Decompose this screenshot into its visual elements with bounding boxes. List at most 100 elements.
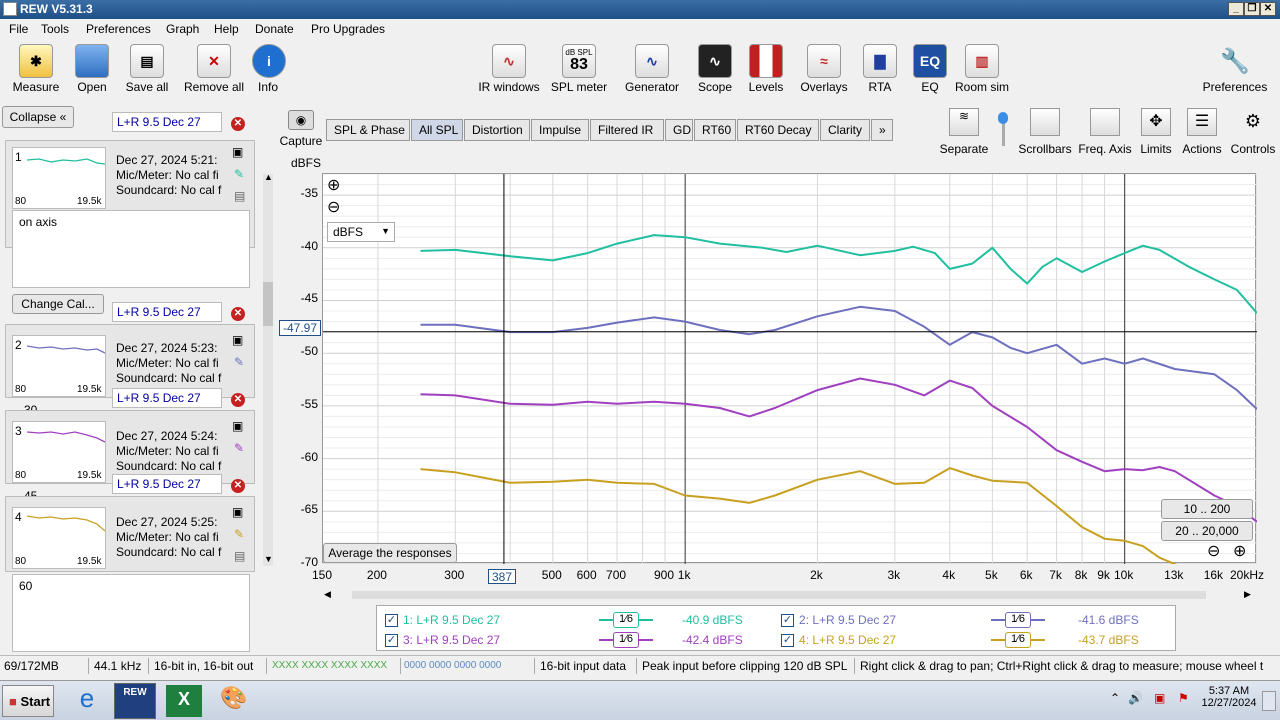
pen-icon[interactable]: ✎ <box>234 527 245 541</box>
x-zoom-in-icon[interactable]: ⊕ <box>1233 543 1247 560</box>
remove-measurement-1-button[interactable]: ✕ <box>231 117 245 131</box>
scroll-down-arrow-icon[interactable]: ▼ <box>264 554 273 564</box>
save-measurement-icon[interactable]: ▣ <box>232 505 244 519</box>
menu-pro-upgrades[interactable]: Pro Upgrades <box>311 22 386 36</box>
remove-measurement-3-button[interactable]: ✕ <box>231 393 245 407</box>
measurement-4-card[interactable]: 4 80 19.5k Dec 27, 2024 5:25: Mic/Meter:… <box>5 496 255 572</box>
panel-scrollbar[interactable] <box>263 174 273 566</box>
freq-axis-button[interactable]: Freq. Axis <box>1076 108 1134 156</box>
change-cal-button[interactable]: Change Cal... <box>12 294 104 314</box>
measurement-1-name[interactable]: L+R 9.5 Dec 27 <box>112 112 222 132</box>
legend-2-smoothing[interactable]: 1⁄6 <box>991 612 1045 628</box>
action-center-icon[interactable]: ⚑ <box>1178 691 1189 705</box>
show-desktop-button[interactable] <box>1262 691 1276 711</box>
room-sim-button[interactable]: ▥ Room sim <box>954 44 1010 94</box>
range-20-20000-button[interactable]: 20 .. 20,000 <box>1161 521 1253 541</box>
save-measurement-icon[interactable]: ▣ <box>232 419 244 433</box>
spl-plot[interactable] <box>323 173 1258 587</box>
panel-scrollbar-thumb[interactable] <box>263 282 273 326</box>
average-responses-button[interactable]: Average the responses <box>323 543 457 563</box>
measurement-2-name[interactable]: L+R 9.5 Dec 27 <box>112 302 222 322</box>
separate-button[interactable]: ≋ Separate <box>939 108 989 156</box>
pen-icon[interactable]: ✎ <box>234 355 245 369</box>
menu-donate[interactable]: Donate <box>255 22 294 36</box>
measurement-3-card[interactable]: 3 80 19.5k Dec 27, 2024 5:24: Mic/Meter:… <box>5 410 255 503</box>
remove-all-button[interactable]: ✕ Remove all <box>182 44 246 94</box>
restore-button[interactable]: ❐ <box>1244 2 1260 16</box>
levels-button[interactable]: Levels <box>746 44 786 94</box>
tray-clock[interactable]: 5:37 AM 12/27/2024 <box>1201 685 1257 709</box>
paint-icon[interactable]: 🎨 <box>220 685 248 710</box>
scope-button[interactable]: ∿ Scope <box>696 44 734 94</box>
rew-icon[interactable]: REW <box>114 683 156 719</box>
tab-distortion[interactable]: Distortion <box>464 119 530 141</box>
excel-icon[interactable]: X <box>166 685 202 717</box>
controls-button[interactable]: ⚙ Controls <box>1228 108 1278 156</box>
save-measurement-icon[interactable]: ▣ <box>232 145 244 159</box>
zoom-in-icon[interactable]: ⊕ <box>327 177 341 194</box>
tab-gd[interactable]: GD <box>665 119 693 141</box>
menu-file[interactable]: File <box>9 22 29 36</box>
capture-button[interactable]: ◉ Capture <box>279 110 323 148</box>
menu-tools[interactable]: Tools <box>41 22 70 36</box>
measurement-1-notes[interactable]: on axis <box>12 210 250 288</box>
pen-icon[interactable]: ✎ <box>234 167 245 181</box>
separate-slider[interactable] <box>998 112 1008 148</box>
menu-graph[interactable]: Graph <box>166 22 200 36</box>
close-button[interactable]: ✕ <box>1260 2 1276 16</box>
zoom-out-icon[interactable]: ⊖ <box>327 199 341 216</box>
ie-icon[interactable]: e <box>79 683 95 713</box>
open-button[interactable]: Open <box>72 44 112 94</box>
info-button[interactable]: i Info <box>252 44 286 94</box>
graph-scrollbar[interactable]: ◀ ▶ <box>322 588 1256 602</box>
ir-windows-button[interactable]: ∿ IR windows <box>476 44 542 94</box>
scroll-right-arrow-icon[interactable]: ▶ <box>1244 589 1251 599</box>
speaker-icon[interactable]: 🔊 <box>1128 691 1143 705</box>
pen-icon[interactable]: ✎ <box>234 441 245 455</box>
tab-rt60-decay[interactable]: RT60 Decay <box>737 119 819 141</box>
menu-help[interactable]: Help <box>214 22 239 36</box>
actions-button[interactable]: ☰ Actions <box>1180 108 1224 156</box>
remove-measurement-4-button[interactable]: ✕ <box>231 479 245 493</box>
legend-4-smoothing[interactable]: 1⁄6 <box>991 632 1045 648</box>
limits-button[interactable]: ✥ Limits <box>1138 108 1174 156</box>
separate-slider-thumb[interactable] <box>998 112 1008 124</box>
network-icon[interactable]: ▣ <box>1154 691 1166 705</box>
tab-rt60[interactable]: RT60 <box>694 119 736 141</box>
save-measurement-icon[interactable]: ▣ <box>232 333 244 347</box>
measurement-4-notes[interactable]: 60 <box>12 574 250 652</box>
overlays-button[interactable]: ≈ Overlays <box>800 44 848 94</box>
tab-spl-phase[interactable]: SPL & Phase <box>326 119 410 141</box>
range-10-200-button[interactable]: 10 .. 200 <box>1161 499 1253 519</box>
notes-icon[interactable]: ▤ <box>234 189 246 203</box>
start-button[interactable]: ■ Start <box>2 685 54 717</box>
unit-select[interactable]: dBFS ▼ <box>327 222 395 242</box>
measurement-4-name[interactable]: L+R 9.5 Dec 27 <box>112 474 222 494</box>
tab-impulse[interactable]: Impulse <box>531 119 589 141</box>
graph-scrollbar-thumb[interactable] <box>352 591 1206 599</box>
preferences-button[interactable]: 🔧 Preferences <box>1200 44 1270 95</box>
tab-more[interactable]: » <box>871 119 893 141</box>
tab-filtered-ir[interactable]: Filtered IR <box>590 119 664 141</box>
legend-3-smoothing[interactable]: 1⁄6 <box>599 632 653 648</box>
spl-meter-button[interactable]: dB SPL 83 SPL meter <box>548 44 610 94</box>
legend-4-checkbox[interactable]: ✓ <box>781 634 794 647</box>
legend-2-checkbox[interactable]: ✓ <box>781 614 794 627</box>
rta-button[interactable]: ▇ RTA <box>862 44 898 94</box>
collapse-button[interactable]: Collapse « <box>2 106 74 128</box>
tab-all-spl[interactable]: All SPL <box>411 119 463 141</box>
scrollbars-button[interactable]: Scrollbars <box>1018 108 1072 156</box>
generator-button[interactable]: ∿ Generator <box>622 44 682 94</box>
notes-icon[interactable]: ▤ <box>234 549 246 563</box>
eq-button[interactable]: EQ EQ <box>912 44 948 94</box>
x-zoom-out-icon[interactable]: ⊖ <box>1207 543 1221 560</box>
measure-button[interactable]: ✱ Measure <box>12 44 60 94</box>
legend-1-smoothing[interactable]: 1⁄6 <box>599 612 653 628</box>
scroll-left-arrow-icon[interactable]: ◀ <box>324 589 331 599</box>
save-all-button[interactable]: ▤ Save all <box>124 44 170 94</box>
tray-expand-icon[interactable]: ⌃ <box>1110 691 1121 705</box>
legend-1-checkbox[interactable]: ✓ <box>385 614 398 627</box>
menu-preferences[interactable]: Preferences <box>86 22 151 36</box>
legend-3-checkbox[interactable]: ✓ <box>385 634 398 647</box>
minimize-button[interactable]: _ <box>1228 2 1244 16</box>
